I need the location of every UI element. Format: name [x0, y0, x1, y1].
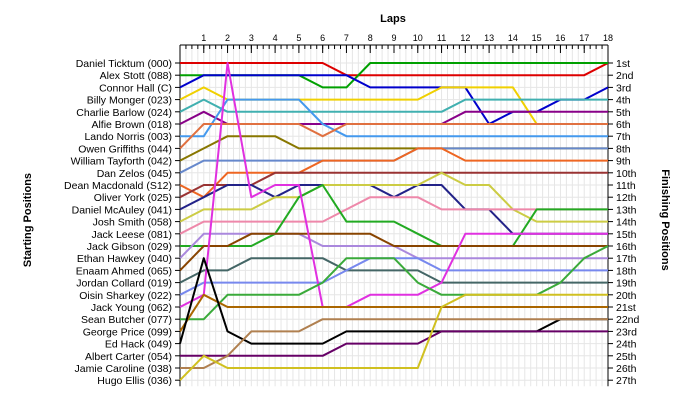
x-tick-label: 6	[320, 33, 325, 43]
series-line	[179, 123, 608, 150]
driver-label: Jordan Collard (019)	[76, 278, 172, 290]
x-tick-label: 7	[344, 33, 349, 43]
driver-label: Jack Young (062)	[91, 302, 172, 314]
x-axis-title: Laps	[380, 13, 406, 25]
x-tick-label: 14	[508, 33, 518, 43]
x-tick-label: 11	[437, 33, 446, 43]
series-line	[180, 330, 608, 357]
driver-label: Albert Carter (054)	[85, 351, 172, 363]
position-label: 6th	[616, 119, 631, 131]
driver-label: Alfie Brown (018)	[91, 119, 172, 131]
position-label: 27th	[616, 375, 637, 387]
x-tick-label: 4	[273, 33, 278, 43]
x-tick-label: 9	[391, 33, 396, 43]
x-tick-label: 5	[296, 33, 301, 43]
x-tick-label: 15	[532, 33, 542, 43]
series-line	[179, 147, 608, 199]
x-tick-label: 2	[225, 33, 230, 43]
x-tick-label: 13	[484, 33, 494, 43]
series-line	[179, 257, 608, 284]
driver-label: Lando Norris (003)	[84, 131, 172, 143]
series-line	[180, 98, 608, 138]
x-axis-ticks: 1 2 3 4 5 6 7 8 9 10 11 12 13 14 15 16 17 18	[185, 33, 613, 53]
position-label: 21st	[616, 302, 636, 314]
driver-label: Sean Butcher (077)	[81, 314, 172, 326]
position-label: 11th	[616, 180, 636, 192]
position-label: 16th	[616, 241, 637, 253]
series-line	[180, 62, 609, 77]
driver-label: Ethan Hawkey (040)	[77, 253, 172, 265]
driver-label: Jack Leese (081)	[91, 229, 172, 241]
position-label: 24th	[616, 339, 637, 351]
driver-label: Josh Smith (058)	[93, 217, 172, 229]
x-tick-label: 8	[368, 33, 373, 43]
finishing-position-labels: 1st2nd3rd4th5th6th7th8th9th10th11th12th1…	[608, 58, 640, 387]
position-label: 23rd	[616, 326, 637, 338]
x-tick-label: 1	[201, 33, 206, 43]
driver-label: Billy Monger (023)	[87, 95, 172, 107]
position-label: 12th	[616, 192, 637, 204]
driver-label: Enaam Ahmed (065)	[76, 265, 172, 277]
driver-label: Jamie Caroline (038)	[75, 363, 172, 375]
position-label: 18th	[616, 265, 637, 277]
x-tick-label: 18	[603, 33, 613, 43]
position-label: 10th	[616, 168, 637, 180]
position-label: 25th	[616, 351, 637, 363]
driver-label: Alex Stott (088)	[100, 70, 172, 82]
position-label: 14th	[616, 217, 637, 229]
position-label: 5th	[616, 107, 631, 119]
driver-label: Oisin Sharkey (022)	[79, 290, 172, 302]
series-line	[180, 318, 608, 369]
driver-label: Ed Hack (049)	[105, 339, 172, 351]
driver-label: Dan Zelos (045)	[97, 168, 172, 180]
x-tick-label: 16	[555, 33, 565, 43]
series-lines	[179, 62, 609, 381]
position-label: 9th	[616, 156, 631, 168]
position-label: 26th	[616, 363, 637, 375]
driver-label: William Tayforth (042)	[71, 156, 172, 168]
position-label: 20th	[616, 290, 637, 302]
series-line	[180, 184, 608, 247]
driver-label: Daniel McAuley (041)	[72, 204, 172, 216]
x-tick-label: 17	[579, 33, 589, 43]
y-axis-left-title: Starting Positions	[22, 173, 34, 267]
series-line	[179, 62, 608, 308]
grid	[180, 45, 608, 387]
driver-label: Daniel Ticktum (000)	[76, 58, 172, 70]
position-label: 8th	[616, 143, 631, 155]
driver-label: Hugo Ellis (036)	[97, 375, 172, 387]
position-label: 15th	[616, 229, 637, 241]
position-label: 13th	[616, 204, 637, 216]
x-tick-label: 10	[413, 33, 423, 43]
driver-label: Jack Gibson (029)	[87, 241, 172, 253]
x-tick-label: 3	[249, 33, 254, 43]
x-tick-label: 12	[460, 33, 470, 43]
position-label: 19th	[616, 278, 637, 290]
position-label: 3rd	[616, 82, 631, 94]
series-line	[179, 98, 608, 113]
driver-label: Owen Griffiths (044)	[78, 143, 172, 155]
driver-label: Charlie Barlow (024)	[76, 107, 172, 119]
driver-labels: Daniel Ticktum (000)Alex Stott (088)Conn…	[64, 58, 180, 387]
series-line	[179, 293, 608, 381]
position-label: 17th	[616, 253, 637, 265]
series-line	[179, 232, 608, 272]
series-line	[179, 171, 608, 223]
y-axis-right-title: Finishing Positions	[659, 169, 671, 270]
position-label: 7th	[616, 131, 631, 143]
driver-label: Dean Macdonald (S12)	[64, 180, 172, 192]
driver-label: George Price (099)	[83, 326, 172, 338]
driver-label: Connor Hall (C)	[99, 82, 172, 94]
position-label: 22nd	[616, 314, 640, 326]
series-line	[179, 293, 608, 332]
position-label: 4th	[616, 95, 631, 107]
driver-label: Oliver York (025)	[94, 192, 172, 204]
position-label: 2nd	[616, 70, 634, 82]
position-label: 1st	[616, 58, 630, 70]
